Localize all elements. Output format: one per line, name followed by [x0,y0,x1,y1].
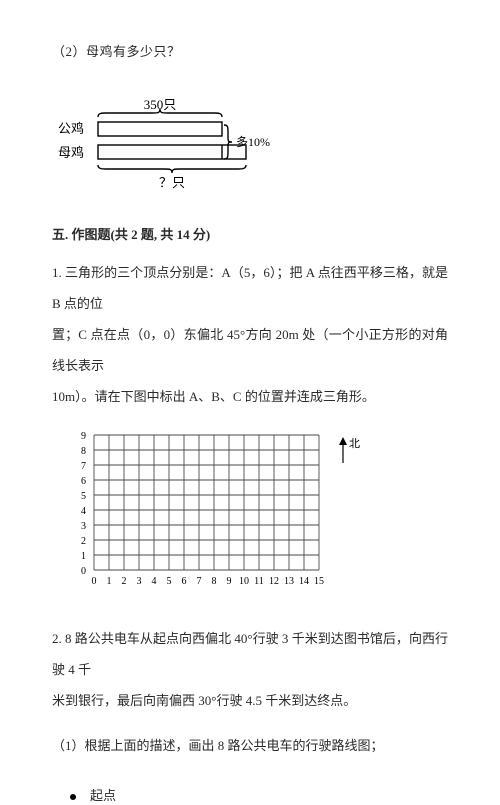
svg-text:4: 4 [152,576,157,587]
route-diagram: 起点 [70,785,448,805]
start-label: 起点 [90,788,116,803]
svg-text:0: 0 [81,566,86,577]
bracket-svg: 350只 公鸡 母鸡 多10% ？只 [52,95,282,191]
svg-text:8: 8 [212,576,217,587]
q2-line2: 米到银行，最后向南偏西 30°行驶 4.5 千米到达终点。 [52,685,448,716]
q1-line3: 10m）。请在下图中标出 A、B、C 的位置并连成三角形。 [52,381,448,412]
svg-text:3: 3 [81,521,86,532]
q2-line1: 2. 8 路公共电车从起点向西偏北 40°行驶 3 千米到达图书馆后，向西行驶 … [52,623,448,685]
svg-text:14: 14 [299,576,309,587]
svg-text:6: 6 [81,476,86,487]
q2-sub1: （1）根据上面的描述，画出 8 路公共电车的行驶路线图； [52,730,448,761]
label-hen: 母鸡 [58,145,84,160]
svg-text:北: 北 [349,437,360,450]
svg-text:1: 1 [81,551,86,562]
svg-text:3: 3 [137,576,142,587]
svg-text:2: 2 [122,576,127,587]
svg-text:1: 1 [107,576,112,587]
q1-line1: 1. 三角形的三个顶点分别是：A（5，6）；把 A 点往西平移三格，就是 B 点… [52,257,448,319]
right-label: 多10% [236,135,270,149]
svg-text:12: 12 [269,576,279,587]
section-5-title: 五. 作图题(共 2 题, 共 14 分) [52,224,448,243]
svg-text:7: 7 [81,461,86,472]
svg-text:2: 2 [81,536,86,547]
svg-text:13: 13 [284,576,294,587]
svg-text:8: 8 [81,446,86,457]
svg-text:7: 7 [197,576,202,587]
start-dot-icon [70,794,76,800]
svg-text:5: 5 [81,491,86,502]
bottom-brace [98,165,246,173]
svg-text:6: 6 [182,576,187,587]
svg-text:0: 0 [92,576,97,587]
hen-bar [98,145,246,159]
svg-text:9: 9 [227,576,232,587]
svg-text:5: 5 [167,576,172,587]
question-2-hen: （2）母鸡有多少只？ [52,38,448,67]
svg-text:10: 10 [239,576,249,587]
grid-svg: 01234567890123456789101112131415北 [70,427,369,594]
rooster-bar [98,122,222,136]
bottom-label: ？只 [159,175,185,190]
svg-text:11: 11 [254,576,264,587]
label-rooster: 公鸡 [58,121,84,136]
svg-text:9: 9 [81,431,86,442]
q1-line2: 置；C 点在点（0，0）东偏北 45°方向 20m 处（一个小正方形的对角线长表… [52,319,448,381]
bracket-diagram: 350只 公鸡 母鸡 多10% ？只 [52,95,448,196]
coordinate-grid: 01234567890123456789101112131415北 [70,427,448,599]
svg-text:15: 15 [314,576,324,587]
svg-text:4: 4 [81,506,86,517]
top-brace [98,109,222,117]
